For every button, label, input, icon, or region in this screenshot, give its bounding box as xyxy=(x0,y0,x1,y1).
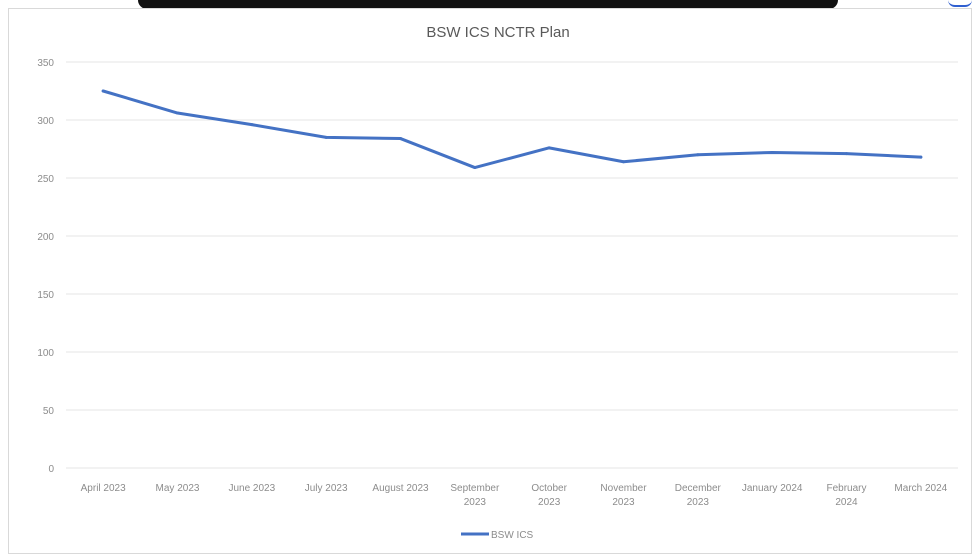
x-tick-label-line: November xyxy=(600,483,647,494)
data-point xyxy=(622,160,625,164)
x-tick-label-line: May 2023 xyxy=(156,483,200,494)
y-tick-label: 150 xyxy=(37,290,54,301)
x-axis-ticks: April 2023 May 2023 June 2023 July 2023 Augu… xyxy=(81,483,948,508)
x-tick-label: November 2023 xyxy=(600,483,647,508)
y-tick-label: 100 xyxy=(37,348,54,359)
x-tick-label-line: August 2023 xyxy=(372,483,429,494)
x-tick-label-line: 2023 xyxy=(464,497,487,508)
x-tick-label-line: September xyxy=(450,483,500,494)
x-tick-label-line: October xyxy=(531,483,567,494)
x-tick-label: May 2023 xyxy=(156,483,200,494)
y-tick-label: 350 xyxy=(37,58,54,69)
series-group xyxy=(101,89,923,170)
x-tick-label: July 2023 xyxy=(305,483,348,494)
x-tick-label: March 2024 xyxy=(894,483,947,494)
x-tick-label-line: December xyxy=(675,483,722,494)
x-tick-label-line: June 2023 xyxy=(228,483,275,494)
data-point xyxy=(696,153,700,157)
data-point xyxy=(919,155,923,159)
x-tick-label: December 2023 xyxy=(675,483,722,508)
x-tick-label-line: February xyxy=(826,483,866,494)
legend-label: BSW ICS xyxy=(491,530,534,541)
x-tick-label: October 2023 xyxy=(531,483,567,508)
y-tick-label: 200 xyxy=(37,232,54,243)
x-tick-label-line: March 2024 xyxy=(894,483,947,494)
chart-title: BSW ICS NCTR Plan xyxy=(426,24,569,41)
series-line-bsw-ics xyxy=(101,89,923,170)
x-tick-label: February 2024 xyxy=(826,483,866,508)
y-tick-label: 50 xyxy=(43,406,55,417)
data-point xyxy=(845,152,848,156)
data-point xyxy=(324,135,328,139)
x-tick-label-line: 2024 xyxy=(835,497,858,508)
chart-frame xyxy=(8,8,972,554)
data-point xyxy=(101,89,105,93)
x-tick-label-line: 2023 xyxy=(538,497,561,508)
data-point xyxy=(176,111,179,115)
x-tick-label: April 2023 xyxy=(81,483,126,494)
y-tick-label: 300 xyxy=(37,116,54,127)
x-tick-label-line: 2023 xyxy=(612,497,635,508)
data-point xyxy=(250,123,254,127)
x-tick-label-line: 2023 xyxy=(687,497,710,508)
x-tick-label: September 2023 xyxy=(450,483,500,508)
data-point xyxy=(770,150,774,154)
x-tick-label: August 2023 xyxy=(372,483,429,494)
y-tick-label: 250 xyxy=(37,174,54,185)
x-tick-label-line: July 2023 xyxy=(305,483,348,494)
y-axis-ticks: 0 50 100 150 200 250 300 350 xyxy=(37,58,54,475)
data-point xyxy=(547,146,551,150)
y-tick-label: 0 xyxy=(48,464,54,475)
x-tick-label: January 2024 xyxy=(742,483,803,494)
x-tick-label-line: January 2024 xyxy=(742,483,803,494)
corner-logo-mark xyxy=(948,0,972,7)
x-tick-label: June 2023 xyxy=(228,483,275,494)
top-overlay-bar xyxy=(138,0,838,9)
gridlines xyxy=(66,61,958,469)
x-tick-label-line: April 2023 xyxy=(81,483,126,494)
legend: BSW ICS xyxy=(461,530,534,541)
data-point xyxy=(399,137,402,141)
data-point xyxy=(473,166,477,170)
